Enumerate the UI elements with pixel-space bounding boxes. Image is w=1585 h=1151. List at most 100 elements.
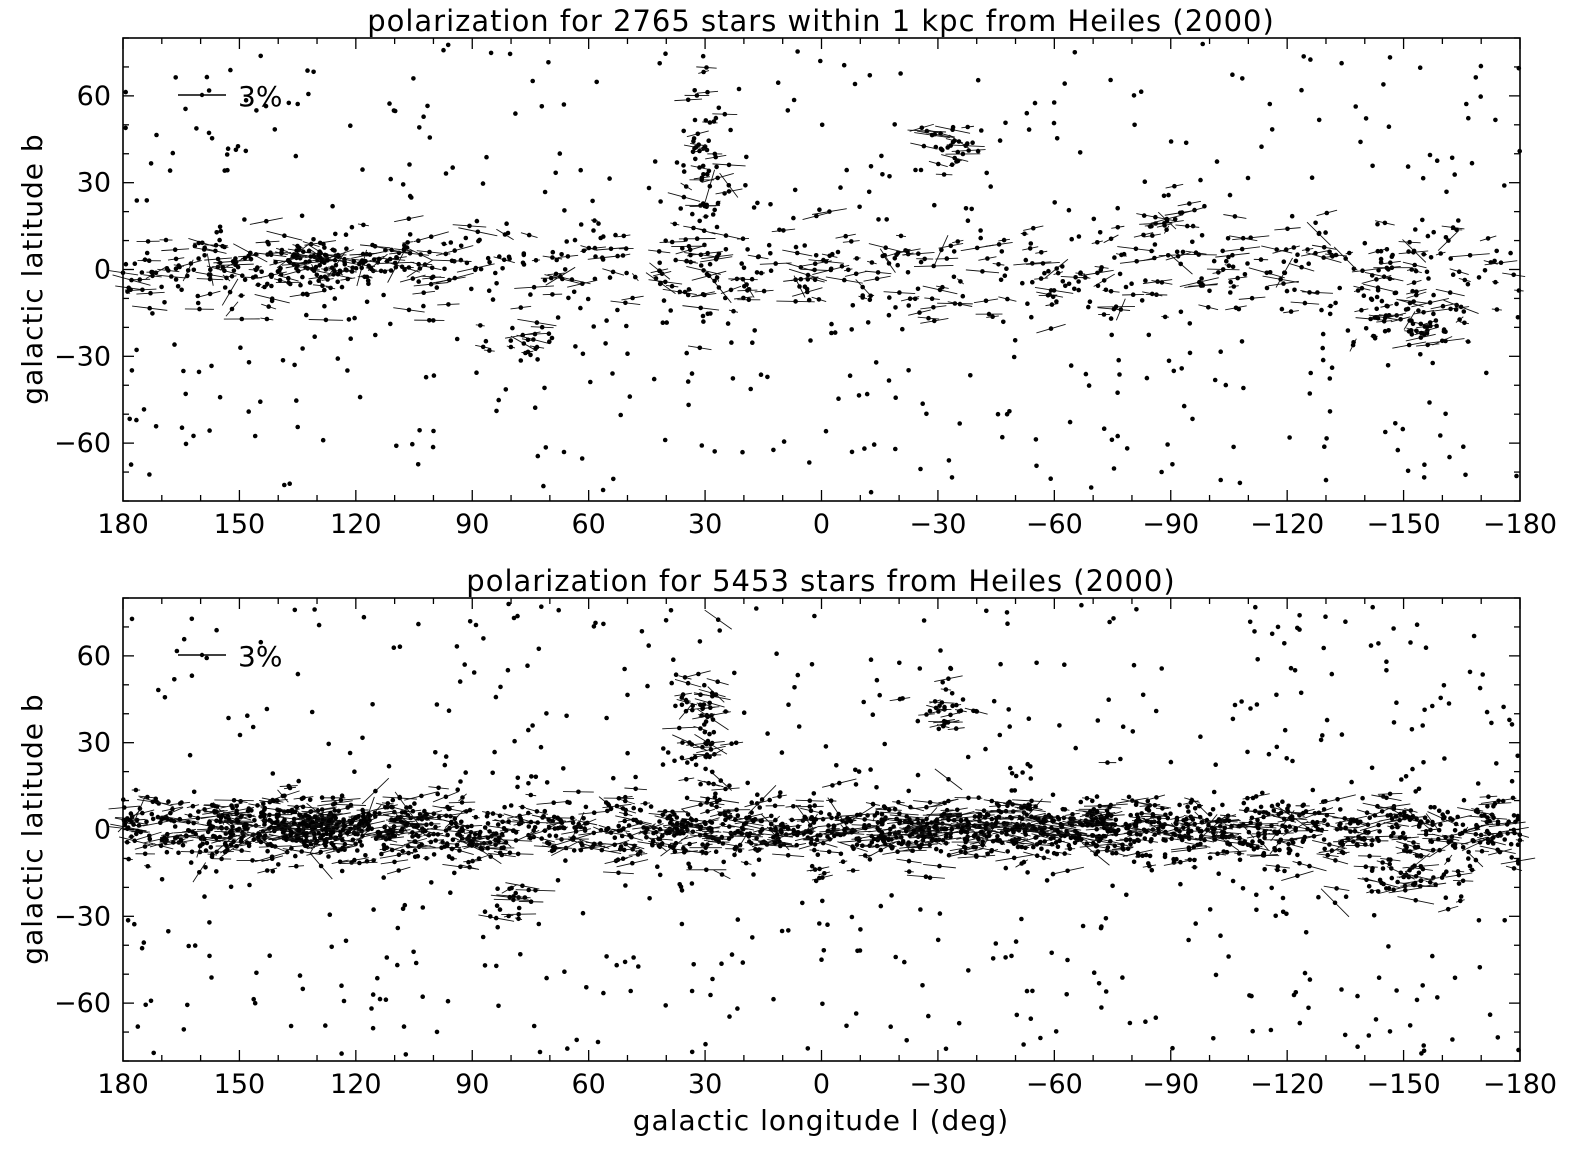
star-point (669, 283, 675, 289)
star-point (1281, 281, 1286, 286)
star-point (752, 328, 757, 333)
star-point (1029, 798, 1034, 804)
star-point (144, 250, 150, 256)
star-point (953, 726, 959, 731)
star-point (755, 200, 760, 206)
star-point (1360, 795, 1365, 801)
star-point (1271, 808, 1277, 813)
star-point (883, 245, 888, 250)
star-point (445, 42, 451, 48)
star-point (913, 839, 919, 845)
star-point (573, 344, 578, 349)
star-point (943, 719, 948, 725)
star-point (141, 940, 147, 945)
star-point (576, 789, 581, 795)
star-point (882, 253, 887, 258)
star-point (1282, 641, 1287, 646)
star-point (1478, 94, 1483, 99)
star-point (1095, 240, 1100, 245)
star-point (1115, 390, 1120, 396)
star-point (926, 825, 932, 831)
star-point (296, 268, 301, 274)
star-point (1324, 436, 1329, 441)
star-point (949, 691, 955, 696)
star-point (1373, 1017, 1379, 1022)
star-point (318, 849, 324, 855)
star-point (473, 814, 479, 820)
star-point (406, 216, 412, 221)
star-point (620, 806, 626, 811)
star-point (206, 272, 212, 277)
star-point (817, 207, 822, 212)
star-point (694, 236, 700, 241)
star-point (1024, 110, 1030, 116)
star-point (1030, 279, 1035, 285)
star-point (657, 260, 662, 266)
star-point (449, 258, 455, 264)
star-point (925, 821, 930, 827)
star-point (335, 279, 341, 285)
star-point (593, 254, 598, 259)
star-point (1011, 855, 1017, 861)
star-point (1220, 248, 1225, 254)
star-point (214, 230, 219, 235)
star-point (985, 256, 990, 261)
star-point (400, 182, 406, 187)
star-point (820, 875, 825, 880)
star-point (140, 287, 145, 293)
star-point (513, 890, 518, 896)
star-point (132, 921, 137, 927)
star-point (1394, 301, 1399, 307)
star-point (357, 260, 363, 266)
star-point (376, 829, 381, 835)
star-point (1415, 844, 1421, 850)
star-point (420, 905, 426, 910)
star-point (1264, 270, 1270, 276)
star-point (1117, 372, 1122, 377)
star-point (1112, 255, 1117, 260)
star-point (1058, 821, 1063, 827)
star-point (541, 483, 546, 489)
star-point (1231, 284, 1237, 289)
star-point (812, 847, 817, 853)
star-point (501, 826, 507, 831)
star-point (1428, 804, 1433, 810)
star-point (932, 318, 937, 324)
star-point (542, 278, 548, 283)
star-point (507, 850, 513, 856)
star-point (1391, 887, 1396, 892)
star-point (1254, 892, 1259, 898)
star-point (538, 744, 544, 750)
star-point (1105, 827, 1111, 833)
star-point (1239, 246, 1245, 252)
star-point (990, 314, 995, 320)
star-point (363, 853, 368, 858)
star-point (661, 298, 667, 303)
star-point (1048, 476, 1053, 482)
star-point (1178, 881, 1183, 887)
star-point (723, 786, 728, 792)
y-tick-label: 0 (94, 255, 111, 286)
star-point (869, 840, 875, 845)
star-point (1207, 288, 1212, 294)
star-point (1190, 239, 1195, 245)
star-point (697, 165, 702, 170)
star-point (227, 289, 233, 295)
star-point (715, 200, 721, 206)
star-point (308, 254, 314, 259)
star-point (1153, 1015, 1159, 1020)
star-point (1297, 613, 1302, 618)
star-point (697, 148, 702, 154)
star-point (1333, 252, 1339, 258)
star-point (1159, 280, 1165, 285)
star-point (710, 769, 715, 775)
star-point (359, 265, 365, 271)
star-point (1349, 779, 1354, 785)
star-point (389, 247, 394, 253)
star-point (262, 284, 267, 290)
star-point (950, 703, 955, 709)
star-point (1413, 227, 1418, 232)
star-point (867, 297, 873, 303)
star-point (854, 256, 860, 261)
